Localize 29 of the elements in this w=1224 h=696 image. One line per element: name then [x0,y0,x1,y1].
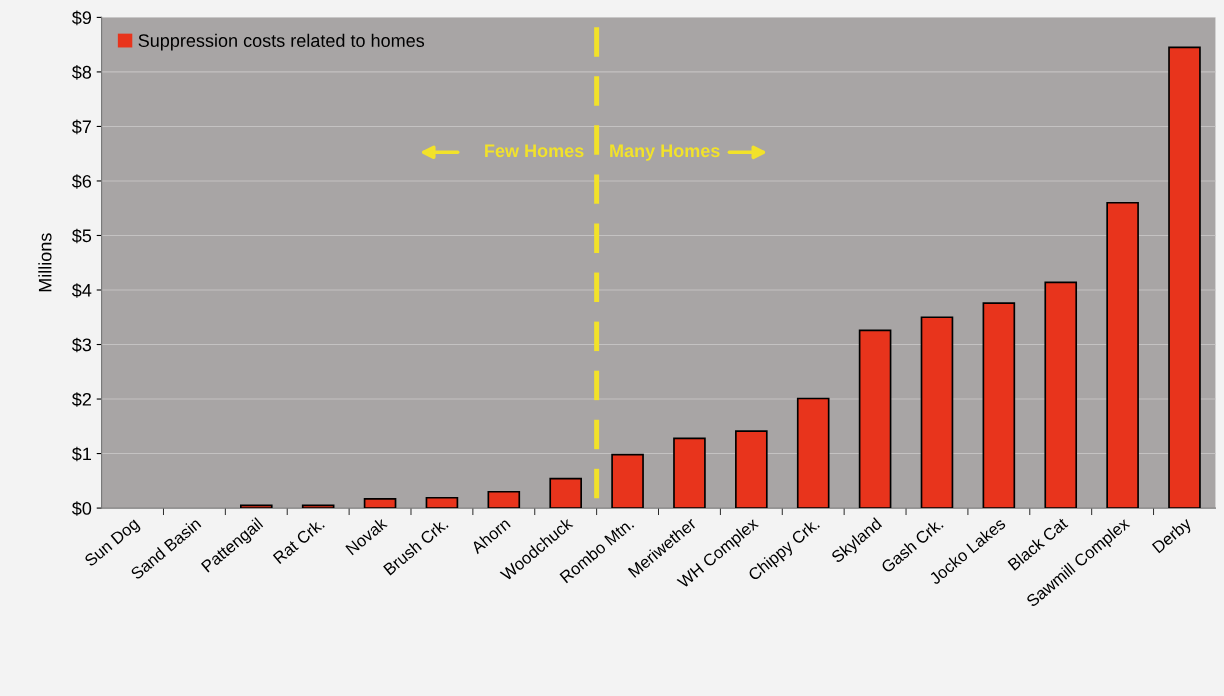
y-tick-label: $6 [71,174,92,189]
bar [487,490,521,509]
annotation: Many Homes [610,144,720,161]
bar [1106,201,1139,509]
legend-label: Suppression costs related to homes [138,33,425,51]
bar [858,329,892,509]
x-tick-label: Rat Crk. [272,517,325,565]
bar [1044,281,1078,509]
y-tick-label: $4 [71,283,92,298]
bar [425,496,459,509]
y-tick-label: $7 [71,119,91,135]
y-axis-title: Millions [38,233,52,292]
y-tick-label: $3 [71,337,92,353]
y-tick-label: $0 [71,501,92,516]
bar [920,316,954,509]
bar [611,453,644,509]
bar [1168,46,1201,509]
y-tick-label: $2 [71,392,91,407]
bar [363,497,397,509]
bar [549,477,582,509]
bar [735,430,768,509]
y-tick-label: $5 [71,228,92,244]
y-tick-label: $8 [71,65,92,80]
bar [982,302,1016,509]
bar [796,397,830,509]
y-tick-label: $1 [71,446,91,462]
annotation: Few Homes [485,144,584,158]
y-tick-label: $9 [71,10,92,26]
bar [673,437,706,509]
